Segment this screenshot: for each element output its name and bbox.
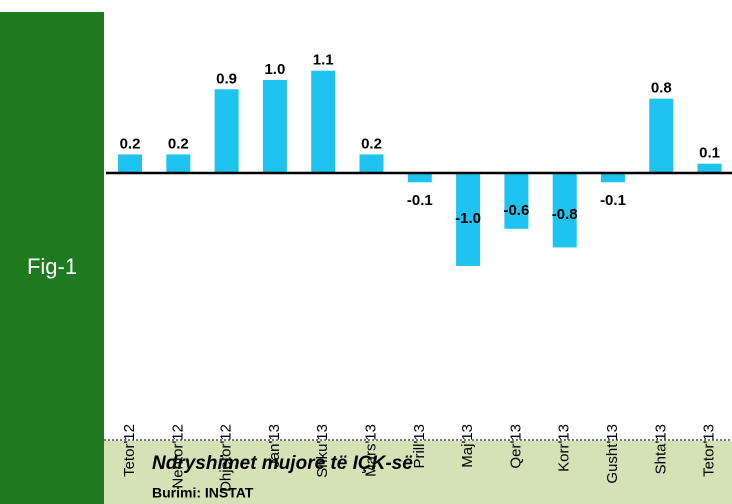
bar <box>214 89 239 173</box>
x-tick-label: Dhjetor'12 <box>218 424 235 492</box>
bar <box>262 80 287 173</box>
value-label: 0.9 <box>216 70 237 87</box>
bar <box>456 173 481 266</box>
value-label: 1.0 <box>264 61 285 78</box>
caption-band <box>104 441 732 504</box>
x-tick-label: Qer'13 <box>507 424 524 469</box>
plot: 0.2 Tetor'12 0.2 Nentor'12 0.9 Dhjetor'12 1.0 J… <box>118 52 722 492</box>
bar <box>649 98 674 173</box>
bar <box>118 154 142 173</box>
value-label: -0.1 <box>407 192 433 209</box>
value-label: 0.2 <box>361 135 382 152</box>
bar <box>504 173 529 229</box>
x-tick-label: Shta'13 <box>652 424 669 474</box>
x-tick-label: Korr'13 <box>556 424 573 472</box>
caption: Ndryshimet mujore të IÇK-së <box>152 453 413 474</box>
value-label: 0.8 <box>651 80 672 97</box>
value-label: 1.1 <box>313 52 334 69</box>
bar <box>166 154 191 173</box>
x-tick-label: Gusht'13 <box>604 424 621 484</box>
x-tick-label: Nentor'12 <box>169 424 186 489</box>
x-tick-label: Tetor'13 <box>701 424 718 477</box>
x-tick-label: Maj'13 <box>459 424 476 468</box>
value-label: 0.2 <box>168 135 189 152</box>
x-tick-label: Jan'13 <box>266 424 283 468</box>
value-label: -1.0 <box>455 210 481 227</box>
bar <box>359 154 384 173</box>
x-tick-label: Tetor'12 <box>121 424 138 477</box>
bar <box>552 173 577 248</box>
bar <box>697 163 722 173</box>
side-band <box>0 12 104 504</box>
bar <box>311 70 336 173</box>
bar <box>407 173 432 183</box>
value-label: 0.2 <box>120 135 141 152</box>
bar <box>601 173 625 183</box>
x-tick-label: Mars'13 <box>362 424 379 477</box>
value-label: 0.1 <box>699 145 720 162</box>
value-label: -0.1 <box>600 192 626 209</box>
x-tick-label: Prill'13 <box>411 424 428 469</box>
source: Burimi: INSTAT <box>152 485 254 501</box>
value-label: -0.8 <box>552 206 578 223</box>
figure-label: Fig-1 <box>27 254 77 279</box>
x-tick-label: Shku'13 <box>314 424 331 478</box>
value-label: -0.6 <box>503 202 529 219</box>
